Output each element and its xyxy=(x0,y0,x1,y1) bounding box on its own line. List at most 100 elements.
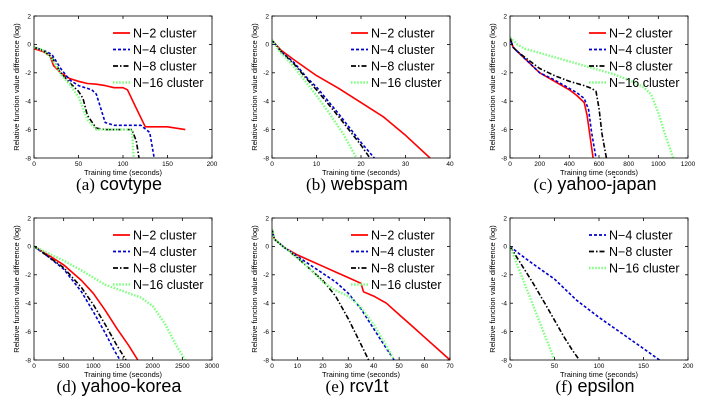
legend-label: N−16 cluster xyxy=(609,76,680,90)
x-tick-label: 50 xyxy=(396,363,404,370)
x-axis-label: Training time (seconds) xyxy=(560,370,639,379)
x-tick-label: 0 xyxy=(508,363,512,370)
series-group xyxy=(510,245,660,360)
x-tick-label: 20 xyxy=(319,363,327,370)
series-line xyxy=(510,37,608,158)
caption-dataset-name: covtype xyxy=(99,174,162,194)
legend-label: N−4 cluster xyxy=(609,43,673,57)
x-axis-label: Training time (seconds) xyxy=(560,168,639,177)
x-tick-label: 1200 xyxy=(681,161,696,168)
y-axis-label: Relative function value difference (log) xyxy=(12,23,21,151)
x-tick-label: 20 xyxy=(357,161,365,168)
y-axis-label: Relative function value difference (log) xyxy=(12,225,21,353)
chart-svg: 0 50 100 150 200 -8 -6 -4 -2 0 2 Training time (sec… xyxy=(488,215,694,379)
legend: N−2 cluster N−4 cluster N−8 cluster N−16 cl… xyxy=(351,229,442,292)
legend: N−4 cluster N−8 cluster N−16 cluster xyxy=(589,229,680,276)
y-tick-label: -8 xyxy=(25,155,31,162)
x-tick-label: 60 xyxy=(421,363,429,370)
y-axis-label: Relative function value difference (log) xyxy=(488,225,497,353)
x-axis-label: Training time (seconds) xyxy=(84,370,163,379)
series-line xyxy=(272,39,358,158)
x-tick-label: 150 xyxy=(638,363,649,370)
chart-panel-b: 0 10 20 30 40 -8 -6 -4 -2 0 2 Training time (second… xyxy=(238,0,476,200)
x-axis-label: Training time (seconds) xyxy=(322,370,401,379)
legend-label: N−2 cluster xyxy=(371,229,435,243)
x-tick-label: 3000 xyxy=(205,363,220,370)
y-tick-label: -4 xyxy=(25,99,31,106)
x-axis-label: Training time (seconds) xyxy=(84,168,163,177)
x-tick-label: 0 xyxy=(270,363,274,370)
x-tick-label: 40 xyxy=(446,161,454,168)
legend: N−2 cluster N−4 cluster N−8 cluster N−16 cl… xyxy=(113,229,204,292)
x-axis-label: Training time (seconds) xyxy=(322,168,401,177)
y-tick-label: 2 xyxy=(27,13,31,20)
chart-caption: (e) rcv1t xyxy=(238,376,476,397)
legend-label: N−8 cluster xyxy=(133,262,197,276)
y-tick-label: -8 xyxy=(501,357,507,364)
y-tick-label: -2 xyxy=(25,70,31,77)
chart-svg: 0 50 100 150 200 -8 -6 -4 -2 0 2 Training time (sec… xyxy=(12,13,218,177)
legend: N−2 cluster N−4 cluster N−8 cluster N−16 cl… xyxy=(113,27,204,90)
chart-caption: (d) yahoo-korea xyxy=(0,376,238,397)
y-tick-label: 2 xyxy=(265,13,269,20)
series-line xyxy=(34,245,121,360)
series-line xyxy=(34,46,135,158)
x-tick-label: 1000 xyxy=(651,161,666,168)
chart-panel-d: 0 500 1000 1500 2000 2500 3000 -8 -6 -4 -2 0 2 Traini… xyxy=(0,202,238,402)
y-tick-label: -8 xyxy=(501,155,507,162)
legend-label: N−8 cluster xyxy=(609,60,673,74)
series-line xyxy=(510,245,660,360)
x-tick-label: 0 xyxy=(270,161,274,168)
y-axis-label: Relative function value difference (log) xyxy=(488,23,497,151)
series-group xyxy=(34,46,186,158)
y-tick-label: 0 xyxy=(265,42,269,49)
caption-tag: (f) xyxy=(555,377,573,396)
series-line xyxy=(510,245,556,360)
legend: N−2 cluster N−4 cluster N−8 cluster N−16 cl… xyxy=(351,27,442,90)
x-tick-label: 800 xyxy=(623,161,634,168)
chart-caption: (c) yahoo-japan xyxy=(476,174,714,195)
legend-label: N−4 cluster xyxy=(609,229,673,243)
y-tick-label: -8 xyxy=(263,155,269,162)
chart-panel-c: 0 200 400 600 800 1000 1200 -8 -6 -4 -2 0 2 Training … xyxy=(476,0,714,200)
x-tick-label: 40 xyxy=(370,363,378,370)
x-tick-label: 70 xyxy=(446,363,454,370)
y-tick-label: -2 xyxy=(25,272,31,279)
series-line xyxy=(34,46,140,158)
legend-label: N−8 cluster xyxy=(371,60,435,74)
y-tick-label: 0 xyxy=(503,42,507,49)
y-tick-label: -4 xyxy=(25,301,31,308)
y-tick-label: 0 xyxy=(265,244,269,251)
x-tick-label: 50 xyxy=(75,161,83,168)
series-line xyxy=(34,245,187,360)
x-tick-label: 200 xyxy=(534,161,545,168)
y-tick-label: -6 xyxy=(263,127,269,134)
chart-svg: 0 10 20 30 40 50 60 70 -8 -6 -4 -2 0 2 Training time (… xyxy=(250,215,454,379)
x-tick-label: 30 xyxy=(402,161,410,168)
plot-frame xyxy=(271,217,451,361)
legend-label: N−4 cluster xyxy=(133,245,197,259)
caption-tag: (e) xyxy=(325,377,345,396)
x-tick-label: 1000 xyxy=(86,363,101,370)
y-axis-label: Relative function value difference (log) xyxy=(250,23,259,151)
x-tick-label: 1500 xyxy=(116,363,131,370)
series-group xyxy=(272,39,431,158)
x-tick-label: 600 xyxy=(594,161,605,168)
legend-label: N−16 cluster xyxy=(371,278,442,292)
x-tick-label: 150 xyxy=(162,161,173,168)
x-tick-label: 0 xyxy=(508,161,512,168)
caption-dataset-name: yahoo-korea xyxy=(81,376,182,396)
y-tick-label: -4 xyxy=(501,99,507,106)
series-line xyxy=(34,46,155,158)
series-line xyxy=(34,245,139,360)
y-tick-label: -6 xyxy=(25,329,31,336)
x-tick-label: 0 xyxy=(32,363,36,370)
chart-svg: 0 200 400 600 800 1000 1200 -8 -6 -4 -2 0 2 Training … xyxy=(488,13,696,177)
x-tick-label: 2000 xyxy=(145,363,160,370)
y-tick-label: 2 xyxy=(503,13,507,20)
series-line xyxy=(510,245,581,360)
y-tick-label: -4 xyxy=(501,301,507,308)
x-tick-label: 10 xyxy=(294,363,302,370)
caption-tag: (c) xyxy=(533,175,553,194)
